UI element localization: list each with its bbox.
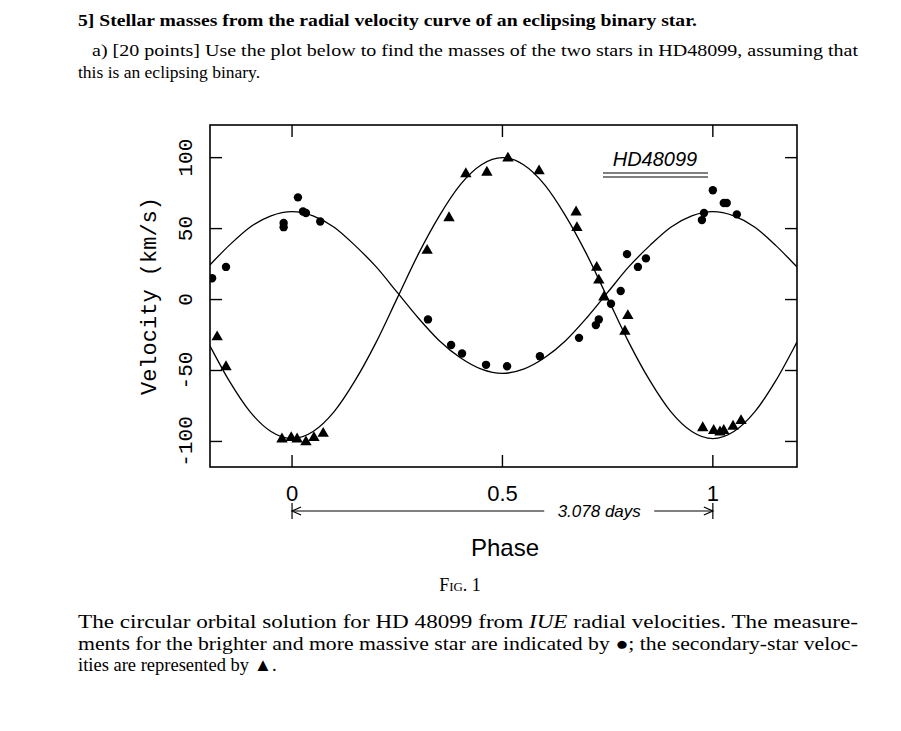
circle-point [222,263,230,271]
caption-segment: ments for the brighter and more massive … [78,634,858,654]
x-tick [712,455,713,467]
triangle-point [697,421,708,431]
y-tick [210,299,222,300]
circle-point [316,217,324,225]
y-tick [785,228,797,229]
circle-point [623,250,631,258]
y-tick-label: 0 [176,293,199,306]
y-tick [210,441,222,442]
triangle-point [598,291,609,301]
triangle-point [317,427,328,437]
circle-point [503,362,511,370]
x-tick-label: 1 [707,481,719,506]
circle-point [458,349,466,357]
circle-point [424,315,432,323]
triangle-point [220,360,231,370]
x-tick [291,125,292,137]
circle-point [482,361,490,369]
triangle-point [481,166,492,176]
caption-line: ments for the brighter and more massive … [78,634,858,654]
fit-curve [210,212,797,374]
y-tick-label: -100 [176,416,199,466]
circle-point [536,352,544,360]
heading: 5] Stellar masses from the radial veloci… [78,10,697,30]
triangle-point [571,221,582,231]
triangle-point [591,261,602,271]
period-label: 3.078 days [558,502,642,521]
triangle-point [291,433,302,443]
circle-point [642,254,650,262]
circle-point [634,263,642,271]
question-line: this is an eclipsing binary. [78,62,260,82]
triangle-point [593,274,604,284]
y-tick-label: 100 [176,139,199,177]
x-tick [291,455,292,467]
x-axis-label: Phase [471,534,539,561]
triangle-point [460,167,471,177]
figure-label: Fig. 1 [439,575,481,595]
circle-point [595,315,603,323]
y-axis-label: Velocity (km/s) [138,197,163,395]
triangle-point [533,164,544,174]
y-tick [785,299,797,300]
triangle-point [619,325,630,335]
y-tick [210,157,222,158]
x-tick [502,125,503,137]
y-tick-label: -50 [176,352,199,390]
y-tick [210,370,222,371]
circle-point [279,219,287,227]
y-tick-label: 50 [175,216,198,241]
circle-point [607,300,615,308]
x-tick [712,125,713,137]
underline [603,172,708,173]
x-tick-label: 0 [286,481,298,506]
star-label: HD48099 [613,148,698,170]
arrow-head [704,507,713,515]
triangle-point [443,211,454,221]
underline [603,176,708,177]
caption-line: ities are represented by ▲. [78,655,277,675]
background [0,0,901,731]
x-tick-label: 0.5 [487,481,518,506]
circle-point [302,209,310,217]
triangle-point [735,414,746,424]
x-tick [502,455,503,467]
y-tick [785,157,797,158]
circle-point [210,274,216,282]
caption-line: The circular orbital solution for HD 480… [78,612,858,632]
circle-point [447,341,455,349]
circle-point [723,199,731,207]
fit-curve [210,158,797,439]
circle-point [575,334,583,342]
triangle-point [502,152,513,162]
triangle-point [622,309,633,319]
circle-point [733,210,741,218]
triangle-point [570,206,581,216]
circle-point [616,287,624,295]
caption-segment: IUE [528,612,568,632]
y-tick [785,370,797,371]
page: 5] Stellar masses from the radial veloci… [0,0,901,731]
triangle-point [421,244,432,254]
triangle-point [211,330,222,340]
caption-segment: The circular orbital solution for HD 480… [78,612,529,632]
plot-area [210,152,797,446]
label-background [544,501,654,521]
circle-point [294,193,302,201]
plot-frame [210,125,797,467]
caption-segment: ities are represented by ▲. [78,655,277,675]
arrow-head [292,507,301,515]
circle-point [709,186,717,194]
question-line: a) [20 points] Use the plot below to fin… [92,40,858,60]
circle-point [700,209,708,217]
y-tick [785,441,797,442]
circle-point [698,216,706,224]
y-tick [210,228,222,229]
caption-segment: radial velocities. The measure- [567,612,858,632]
